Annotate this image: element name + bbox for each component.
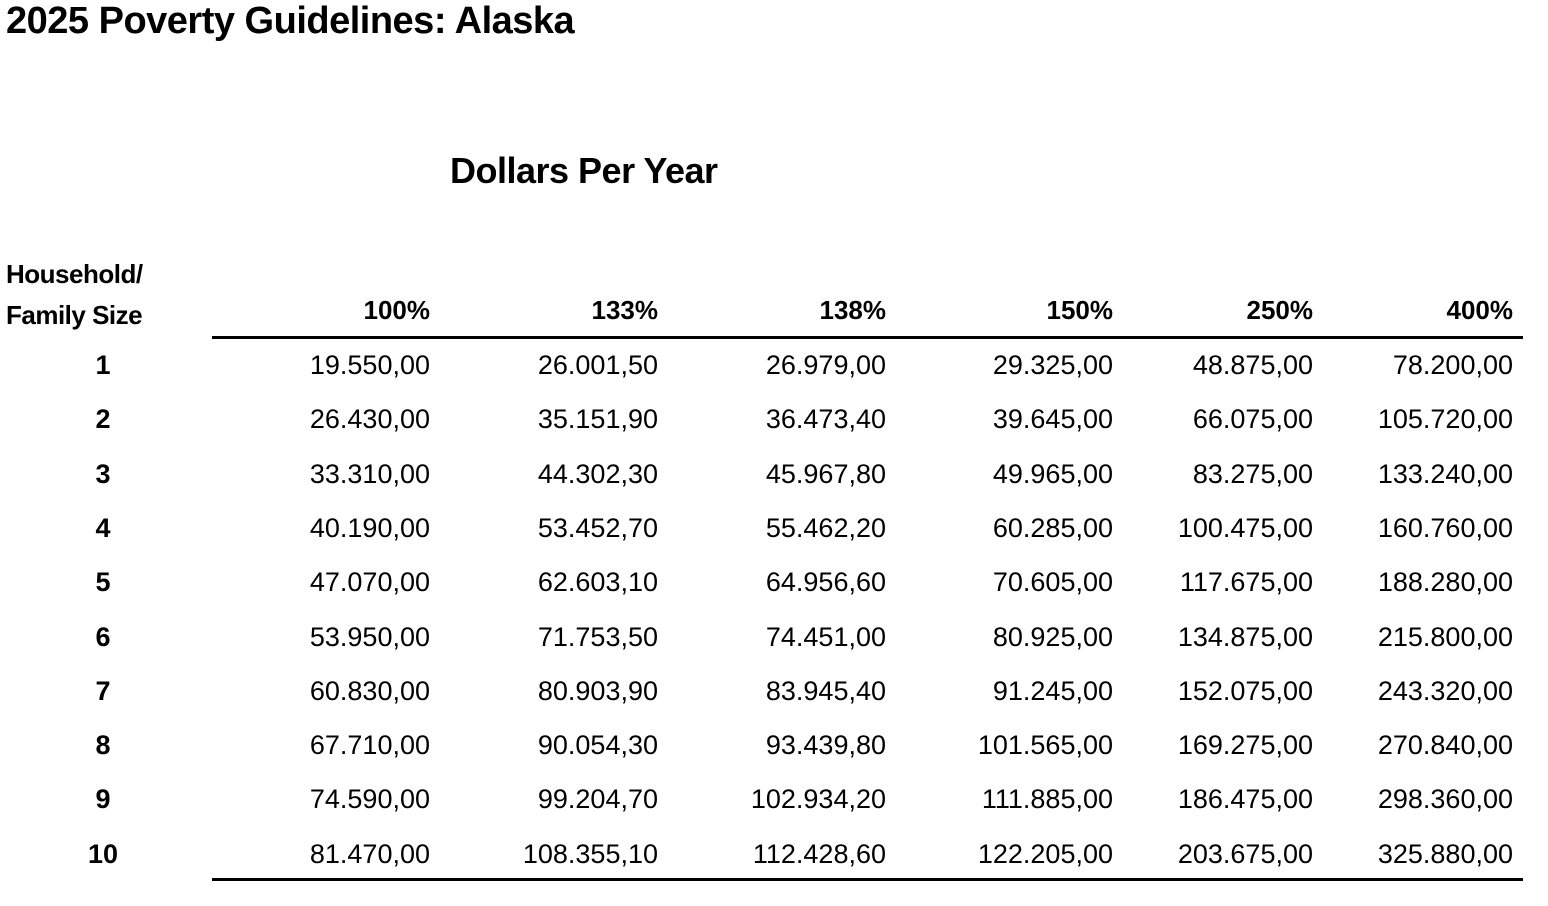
bottom-rule	[212, 878, 1523, 881]
value-cell: 81.470,00	[309, 838, 430, 869]
value-cell: 160.760,00	[1377, 512, 1513, 543]
value-cell: 298.360,00	[1377, 784, 1513, 815]
value-cell: 35.151,90	[537, 404, 658, 435]
value-cell: 188.280,00	[1377, 567, 1513, 598]
value-cell: 112.428,60	[752, 838, 886, 869]
value-cell: 71.753,50	[537, 621, 658, 652]
value-cell: 33.310,00	[309, 458, 430, 489]
family-size-cell: 8	[95, 730, 111, 761]
value-cell: 49.965,00	[992, 458, 1113, 489]
family-size-cell: 4	[95, 512, 111, 543]
column-header: 400%	[1446, 295, 1514, 325]
value-cell: 74.451,00	[765, 621, 886, 652]
value-cell: 83.275,00	[1192, 458, 1313, 489]
value-cell: 48.875,00	[1192, 350, 1313, 380]
family-size-cell: 3	[95, 458, 111, 489]
value-cell: 90.054,30	[537, 730, 658, 761]
value-cell: 53.950,00	[309, 621, 430, 652]
value-cell: 105.720,00	[1377, 404, 1513, 435]
table-subtitle: Dollars Per Year	[450, 150, 718, 191]
row-header: Household/ Family Size	[6, 254, 143, 336]
value-cell: 19.550,00	[309, 350, 430, 380]
value-cell: 26.979,00	[765, 350, 886, 380]
value-cell: 62.603,10	[537, 567, 658, 598]
header-rule	[212, 336, 1523, 339]
value-cell: 99.204,70	[537, 784, 658, 815]
value-cell: 270.840,00	[1377, 730, 1513, 761]
column-header: 150%	[1046, 295, 1114, 325]
column-header: 138%	[819, 295, 887, 325]
value-cell: 134.875,00	[1177, 621, 1313, 652]
column-header: 100%	[363, 295, 431, 325]
value-cell: 74.590,00	[309, 784, 430, 815]
value-cell: 101.565,00	[977, 730, 1113, 761]
value-cell: 66.075,00	[1192, 404, 1313, 435]
family-size-cell: 7	[95, 675, 111, 706]
value-cell: 243.320,00	[1377, 675, 1513, 706]
value-cell: 111.885,00	[981, 784, 1113, 815]
value-cell: 64.956,60	[765, 567, 886, 598]
value-cell: 152.075,00	[1177, 675, 1313, 706]
value-cell: 133.240,00	[1377, 458, 1513, 489]
family-size-cell: 1	[95, 350, 111, 380]
column-header: 250%	[1246, 295, 1314, 325]
value-cell: 186.475,00	[1177, 784, 1313, 815]
value-cell: 100.475,00	[1177, 512, 1313, 543]
family-size-cell: 10	[87, 838, 119, 869]
value-cell: 44.302,30	[537, 458, 658, 489]
value-cell: 36.473,40	[765, 404, 886, 435]
value-cell: 60.285,00	[992, 512, 1113, 543]
value-cell: 203.675,00	[1177, 838, 1313, 869]
page-title: 2025 Poverty Guidelines: Alaska	[6, 0, 575, 42]
value-cell: 45.967,80	[765, 458, 886, 489]
value-cell: 102.934,20	[750, 784, 886, 815]
row-header-line-1: Household/	[6, 259, 143, 289]
value-cell: 93.439,80	[765, 730, 886, 761]
column-header: 133%	[591, 295, 659, 325]
value-cell: 325.880,00	[1377, 838, 1513, 869]
value-cell: 169.275,00	[1177, 730, 1313, 761]
value-cell: 117.675,00	[1179, 567, 1313, 598]
value-cell: 55.462,20	[765, 512, 886, 543]
family-size-cell: 6	[95, 621, 111, 652]
value-cell: 39.645,00	[992, 404, 1113, 435]
value-cell: 53.452,70	[537, 512, 658, 543]
value-cell: 215.800,00	[1377, 621, 1513, 652]
family-size-cell: 5	[95, 567, 111, 598]
value-cell: 26.001,50	[537, 350, 658, 380]
value-cell: 83.945,40	[765, 675, 886, 706]
value-cell: 70.605,00	[992, 567, 1113, 598]
value-cell: 80.903,90	[537, 675, 658, 706]
value-cell: 40.190,00	[309, 512, 430, 543]
value-cell: 78.200,00	[1392, 350, 1513, 380]
family-size-cell: 2	[95, 404, 111, 435]
value-cell: 80.925,00	[992, 621, 1113, 652]
value-cell: 122.205,00	[977, 838, 1113, 869]
value-cell: 67.710,00	[309, 730, 430, 761]
value-cell: 47.070,00	[309, 567, 430, 598]
row-header-line-2: Family Size	[6, 300, 143, 330]
value-cell: 60.830,00	[309, 675, 430, 706]
value-cell: 29.325,00	[992, 350, 1113, 380]
value-cell: 91.245,00	[992, 675, 1113, 706]
family-size-cell: 9	[95, 784, 111, 815]
value-cell: 108.355,10	[522, 838, 658, 869]
value-cell: 26.430,00	[309, 404, 430, 435]
